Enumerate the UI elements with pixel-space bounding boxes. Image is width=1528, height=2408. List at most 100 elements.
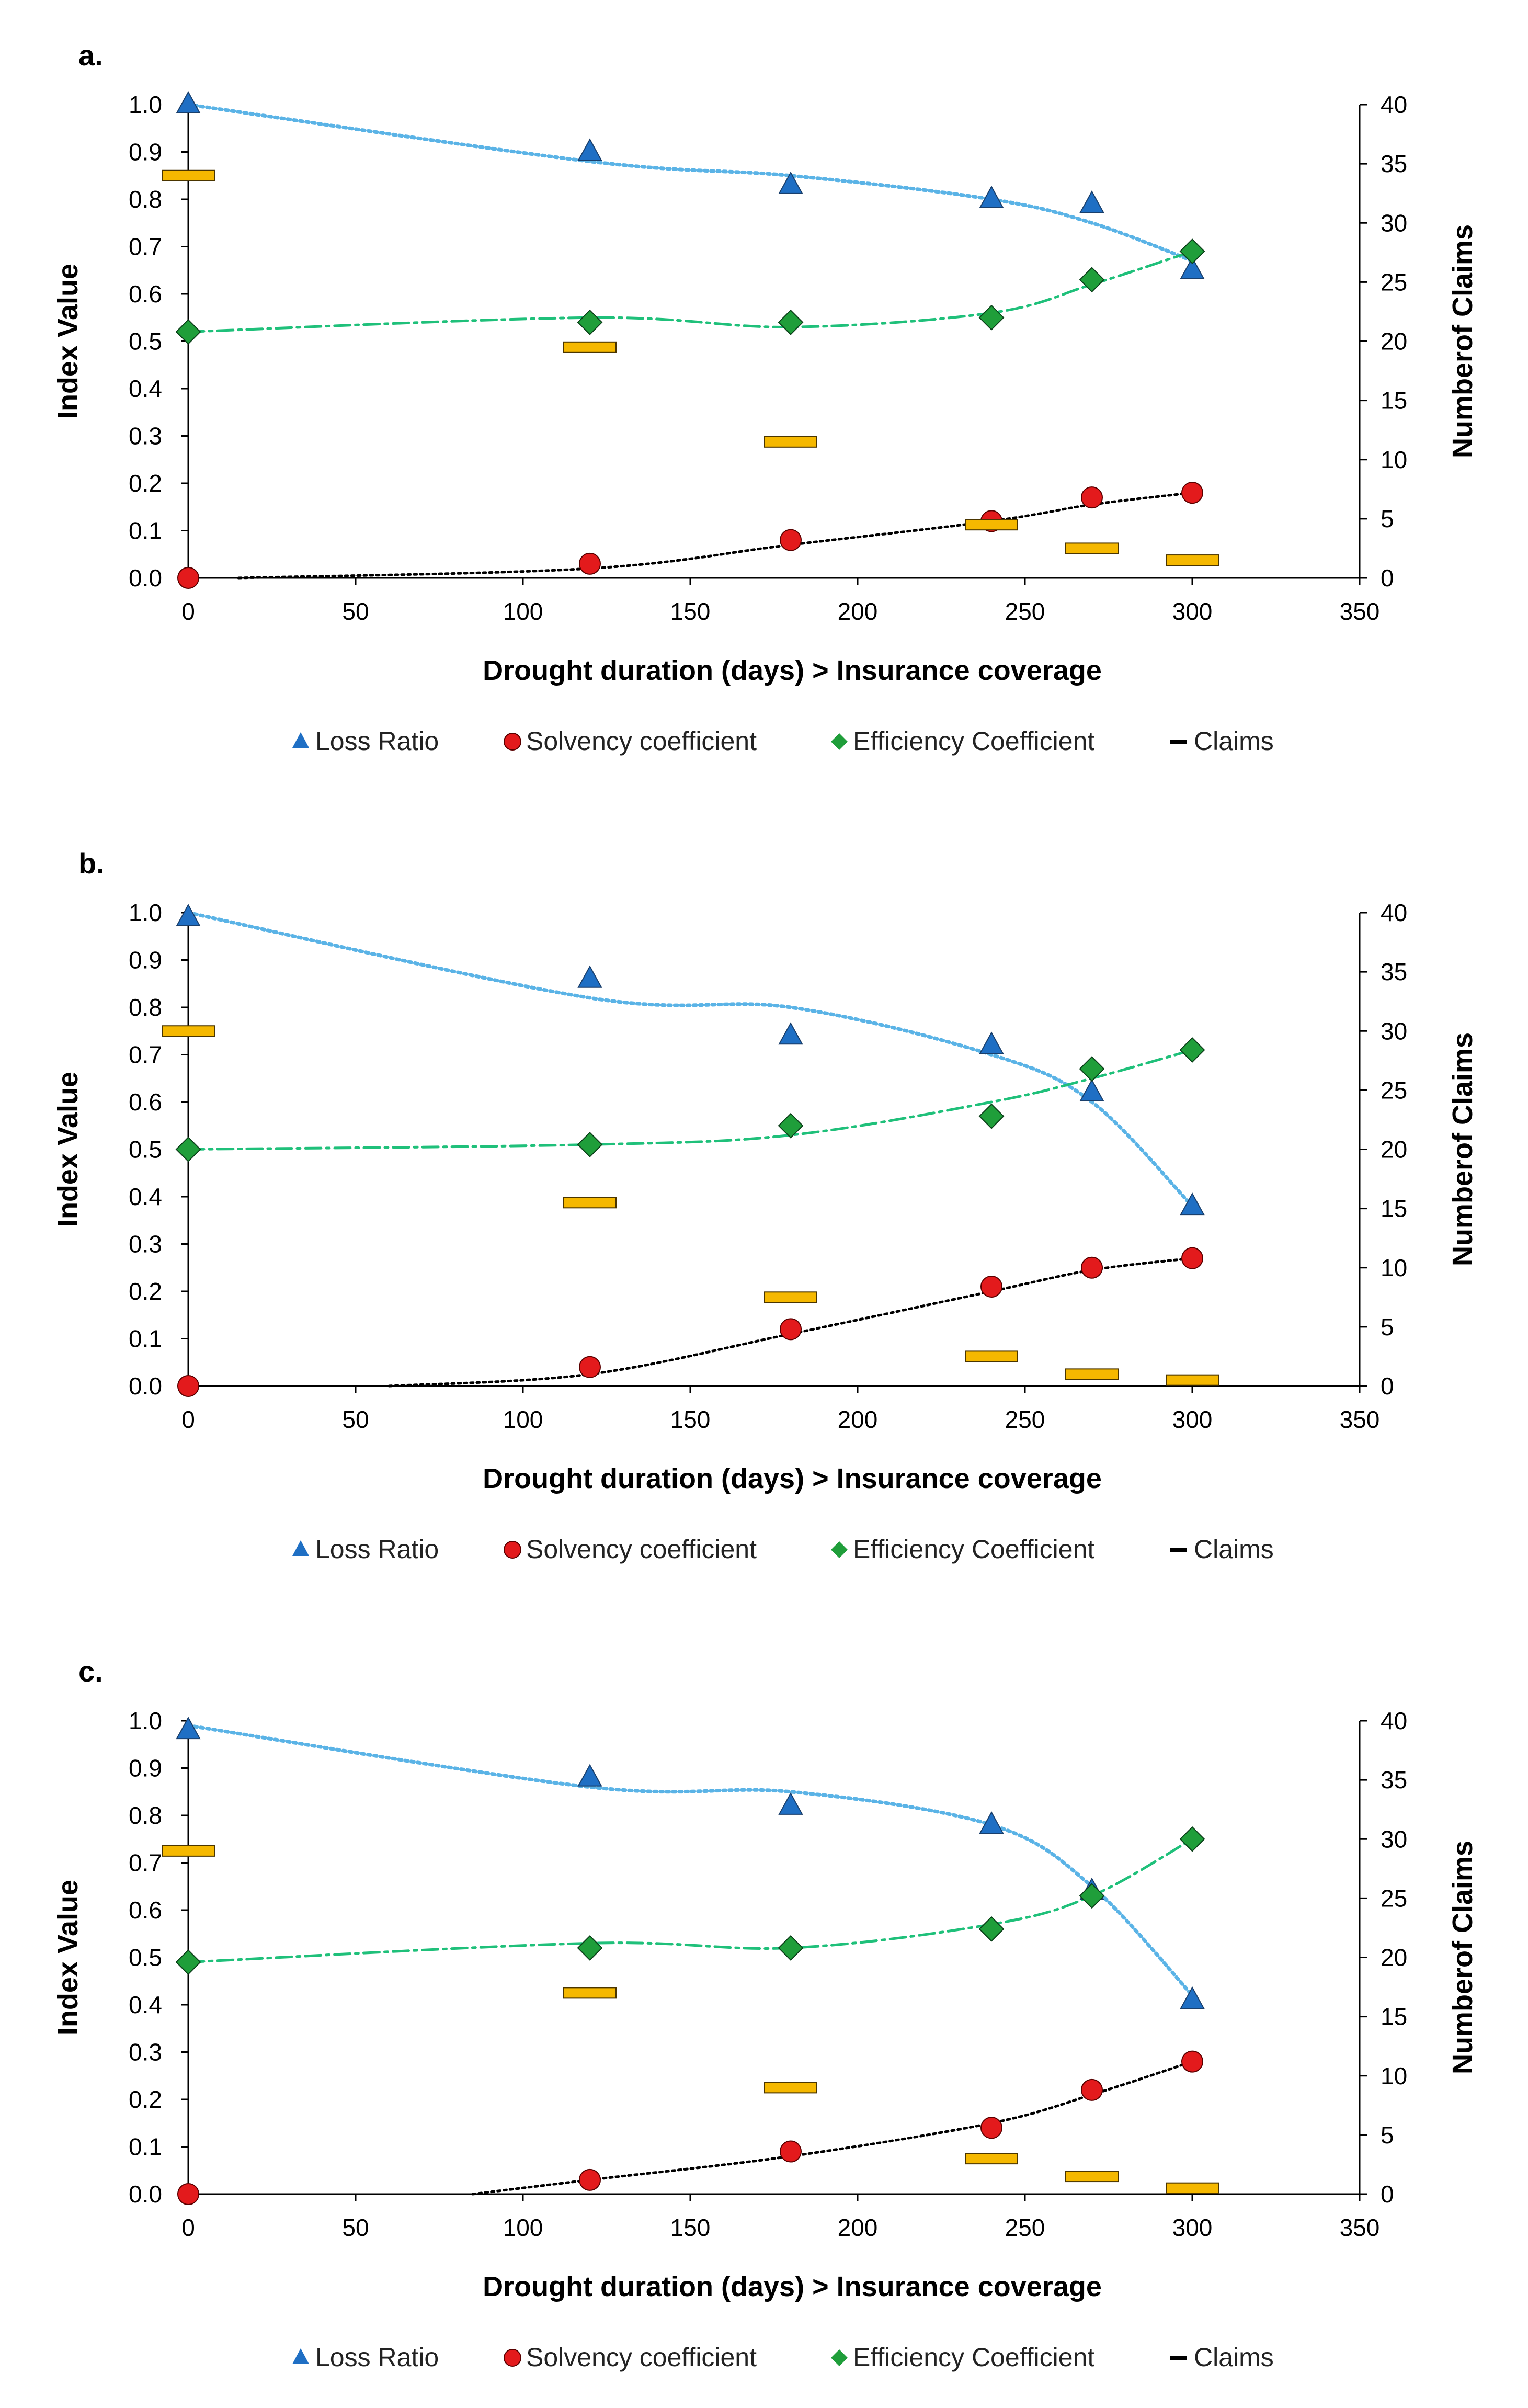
legend-efficiency-label: Efficiency Coefficient [853,726,1094,756]
legend-claims-label: Claims [1194,2343,1274,2372]
legend-claims-label: Claims [1194,726,1274,756]
y2-tick-label: 0 [1381,564,1394,592]
legend-loss-ratio-icon [292,1540,309,1556]
x-tick-label: 100 [503,1406,543,1433]
solvency-point [177,2183,199,2205]
panel-label: c. [78,1655,103,1688]
y2-tick-label: 20 [1381,1136,1407,1163]
y2-tick-label: 15 [1381,2003,1407,2030]
efficiency-point [1179,238,1205,264]
loss-ratio-point [1079,190,1104,213]
claims-point [1166,2182,1219,2194]
x-tick-label: 0 [181,598,195,625]
y-tick-label: 0.1 [129,1325,162,1353]
loss-ratio-point [176,1717,201,1740]
y2-axis-title: Numberof Claims [1447,224,1478,458]
solvency-point [579,2168,601,2191]
y-tick-label: 0.6 [129,280,162,308]
x-tick-label: 150 [670,1406,711,1433]
solvency-point [1181,482,1203,504]
y2-tick-label: 40 [1381,91,1407,118]
claims-point [162,169,215,181]
y-tick-label: 0.1 [129,2133,162,2161]
solvency-point [980,2117,1002,2139]
y2-tick-label: 0 [1381,1372,1394,1400]
legend-solvency-label: Solvency coefficient [526,2343,757,2372]
y-tick-label: 0.3 [129,1231,162,1258]
y-axis-title: Index Value [52,264,84,419]
chart-panel-c: c. 0.0 0.1 0.2 0.3 0.4 0.5 0.6 0.7 0.8 0.9 1.0 0 5 10 1… [52,1655,1478,2372]
claims-point [1166,1374,1219,1386]
y2-tick-label: 15 [1381,387,1407,414]
legend-solvency-icon [504,1541,521,1559]
x-tick-label: 200 [838,1406,878,1433]
loss-ratio-point [176,903,201,927]
efficiency-point [1179,1037,1205,1063]
legend-loss-ratio-label: Loss Ratio [315,726,439,756]
x-tick-label: 50 [342,598,369,625]
y2-tick-label: 25 [1381,1884,1407,1912]
solvency-point [177,1375,199,1397]
y-tick-label: 0.5 [129,1944,162,1971]
x-tick-label: 300 [1172,2214,1213,2241]
y-tick-label: 0.5 [129,1136,162,1163]
y-tick-label: 0.2 [129,470,162,497]
chart-panel-a: a. 0.0 0.1 0.2 0.3 0.4 0.5 0.6 0.7 0.8 0.9 1.0 0 5 10 1… [52,39,1478,756]
solvency-point [980,1275,1002,1298]
y-tick-label: 0.0 [129,2180,162,2208]
legend-claims-label: Claims [1194,1535,1274,1564]
claims-point [1065,2171,1119,2183]
y2-tick-label: 15 [1381,1195,1407,1222]
legend-claims-icon [1170,740,1187,744]
y2-tick-label: 5 [1381,2121,1394,2149]
efficiency-point [175,1137,201,1162]
efficiency-point [175,1949,201,1975]
solvency-point [780,1318,802,1341]
loss-ratio-point [577,138,602,161]
y2-tick-label: 40 [1381,1707,1407,1734]
loss-ratio-point [577,1764,602,1787]
claims-point [1166,554,1219,566]
y-tick-label: 0.0 [129,1372,162,1400]
efficiency-point [978,304,1005,331]
loss-ratio-point [1180,1192,1205,1216]
solvency-point [1181,1247,1203,1269]
y2-tick-label: 35 [1381,1766,1407,1793]
x-tick-label: 200 [838,2214,878,2241]
trend-line-efficiency-coefficient [187,1837,1194,1964]
claims-point [1065,1368,1119,1380]
claims-point [162,1845,215,1857]
claims-point [563,1197,617,1209]
y-tick-label: 0.7 [129,233,162,260]
y2-axis-title: Numberof Claims [1447,1841,1478,2074]
efficiency-point [1179,1826,1205,1852]
claims-point [764,2082,817,2094]
legend: Loss Ratio Solvency coefficient Efficiency… [292,1535,1274,1564]
x-tick-label: 200 [838,598,878,625]
efficiency-point [1079,1056,1105,1082]
legend-efficiency-icon [831,733,848,750]
legend-solvency-label: Solvency coefficient [526,1535,757,1564]
y-tick-label: 1.0 [129,899,162,926]
claims-point [563,1987,617,1999]
solvency-point [1081,2078,1103,2101]
x-tick-label: 50 [342,2214,369,2241]
legend-loss-ratio-label: Loss Ratio [315,2343,439,2372]
y-tick-label: 0.7 [129,1041,162,1069]
y2-tick-label: 35 [1381,958,1407,985]
x-tick-label: 50 [342,1406,369,1433]
y-tick-label: 0.0 [129,564,162,592]
solvency-point [780,2140,802,2163]
panel-label: a. [78,39,103,72]
chart-panel-b: b. 0.0 0.1 0.2 0.3 0.4 0.5 0.6 0.7 0.8 0.9 1.0 0 5 10 1… [52,847,1478,1564]
x-axis-title: Drought duration (days) > Insurance cove… [483,2271,1102,2302]
y2-tick-label: 0 [1381,2180,1394,2208]
y-tick-label: 0.3 [129,2039,162,2066]
y2-tick-label: 10 [1381,446,1407,473]
trend-line-solvency-coefficient [237,491,1194,580]
x-tick-label: 250 [1005,598,1045,625]
y2-tick-label: 5 [1381,1313,1394,1341]
efficiency-point [577,309,603,335]
y-tick-label: 0.2 [129,1278,162,1305]
